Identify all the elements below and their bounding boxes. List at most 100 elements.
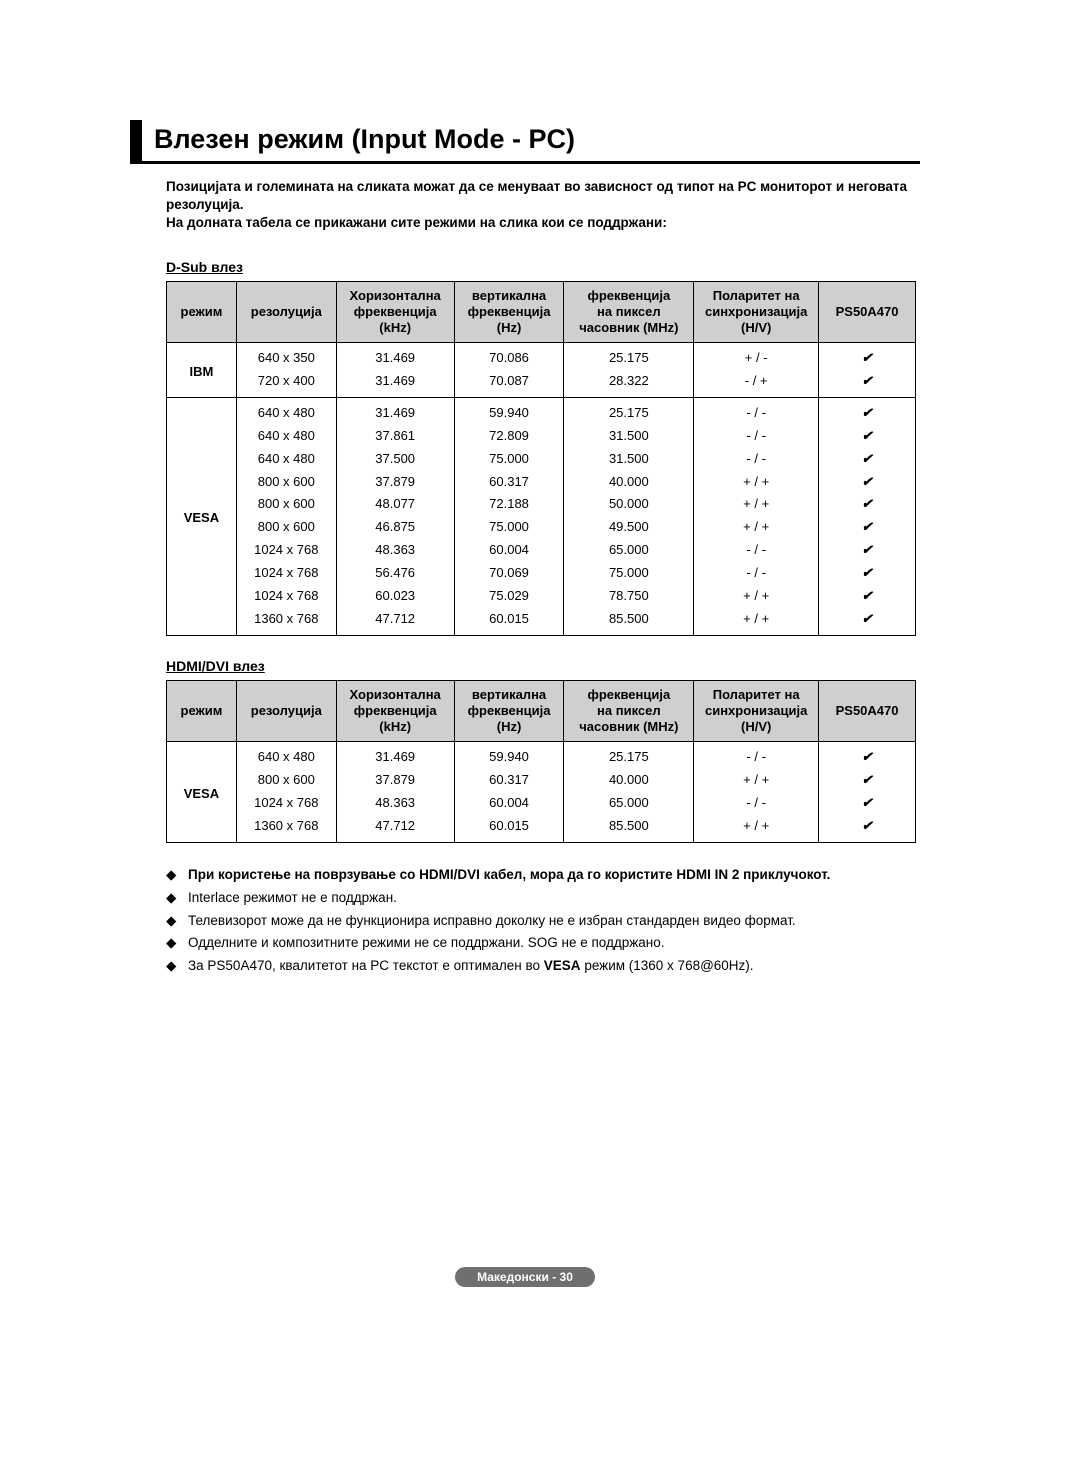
mode-cell: VESA bbox=[167, 742, 237, 842]
table-cell: 31.469 bbox=[336, 343, 454, 370]
table-header: резолуција bbox=[236, 281, 336, 343]
check-icon: ✔ bbox=[862, 519, 873, 534]
table-cell: + / + bbox=[694, 471, 819, 494]
dsub-table: режимрезолуцијаХоризонталнафреквенција(k… bbox=[166, 281, 916, 636]
table-cell: 37.879 bbox=[336, 769, 454, 792]
table-cell: 72.809 bbox=[454, 425, 564, 448]
table-cell: 60.004 bbox=[454, 792, 564, 815]
table-cell: 640 x 350 bbox=[236, 343, 336, 370]
table-cell: - / - bbox=[694, 562, 819, 585]
table-cell: 640 x 480 bbox=[236, 425, 336, 448]
table-cell: 800 x 600 bbox=[236, 471, 336, 494]
table-header: Поларитет насинхронизација(H/V) bbox=[694, 281, 819, 343]
table-cell: 56.476 bbox=[336, 562, 454, 585]
table-cell: 59.940 bbox=[454, 398, 564, 425]
check-icon: ✔ bbox=[862, 749, 873, 764]
table-cell: 48.363 bbox=[336, 539, 454, 562]
table-cell: 72.188 bbox=[454, 493, 564, 516]
table-cell: 25.175 bbox=[564, 742, 694, 769]
hdmi-table: режимрезолуцијаХоризонталнафреквенција(k… bbox=[166, 680, 916, 843]
table-cell: ✔ bbox=[819, 343, 916, 370]
table-cell: ✔ bbox=[819, 539, 916, 562]
table-cell: 48.363 bbox=[336, 792, 454, 815]
table-cell: 1360 x 768 bbox=[236, 608, 336, 635]
table-cell: ✔ bbox=[819, 370, 916, 397]
table-cell: ✔ bbox=[819, 471, 916, 494]
table-cell: 65.000 bbox=[564, 792, 694, 815]
table-cell: 50.000 bbox=[564, 493, 694, 516]
bullet-diamond-icon: ◆ bbox=[166, 865, 188, 886]
table-cell: 47.712 bbox=[336, 815, 454, 842]
table-cell: 40.000 bbox=[564, 471, 694, 494]
table-header: режим bbox=[167, 281, 237, 343]
table-cell: ✔ bbox=[819, 562, 916, 585]
note-text: За PS50A470, квалитетот на PC текстот е … bbox=[188, 956, 920, 977]
table-cell: 85.500 bbox=[564, 608, 694, 635]
bullet-diamond-icon: ◆ bbox=[166, 933, 188, 954]
table-cell: 70.087 bbox=[454, 370, 564, 397]
table-cell: 31.469 bbox=[336, 398, 454, 425]
table-cell: - / - bbox=[694, 448, 819, 471]
intro-line-2: На долната табела се прикажани сите режи… bbox=[166, 215, 667, 230]
check-icon: ✔ bbox=[862, 588, 873, 603]
intro-text: Позицијата и големината на сликата можат… bbox=[166, 178, 920, 233]
table-cell: ✔ bbox=[819, 742, 916, 769]
table-header: вертикалнафреквенција(Hz) bbox=[454, 281, 564, 343]
note-item: ◆За PS50A470, квалитетот на PC текстот е… bbox=[166, 956, 920, 977]
table-cell: 1360 x 768 bbox=[236, 815, 336, 842]
table-cell: ✔ bbox=[819, 448, 916, 471]
table-cell: 40.000 bbox=[564, 769, 694, 792]
table-cell: 800 x 600 bbox=[236, 493, 336, 516]
table-cell: 31.469 bbox=[336, 370, 454, 397]
hdmi-section-label: HDMI/DVI влез bbox=[166, 658, 920, 674]
table-cell: + / + bbox=[694, 608, 819, 635]
table-header: Поларитет насинхронизација(H/V) bbox=[694, 680, 819, 742]
table-cell: - / + bbox=[694, 370, 819, 397]
table-cell: 48.077 bbox=[336, 493, 454, 516]
table-cell: + / - bbox=[694, 343, 819, 370]
note-item: ◆Interlace режимот не е поддржан. bbox=[166, 888, 920, 909]
table-cell: + / + bbox=[694, 815, 819, 842]
table-cell: 60.015 bbox=[454, 815, 564, 842]
table-cell: 60.317 bbox=[454, 471, 564, 494]
table-cell: 75.029 bbox=[454, 585, 564, 608]
page-title: Влезен режим (Input Mode - PC) bbox=[154, 120, 575, 161]
table-cell: 78.750 bbox=[564, 585, 694, 608]
table-cell: 75.000 bbox=[564, 562, 694, 585]
table-cell: 1024 x 768 bbox=[236, 585, 336, 608]
table-cell: ✔ bbox=[819, 769, 916, 792]
table-cell: 1024 x 768 bbox=[236, 792, 336, 815]
title-bar: Влезен режим (Input Mode - PC) bbox=[130, 120, 920, 164]
check-icon: ✔ bbox=[862, 795, 873, 810]
dsub-section-label: D-Sub влез bbox=[166, 259, 920, 275]
table-cell: 49.500 bbox=[564, 516, 694, 539]
check-icon: ✔ bbox=[862, 542, 873, 557]
table-header: режим bbox=[167, 680, 237, 742]
table-cell: ✔ bbox=[819, 398, 916, 425]
table-cell: 85.500 bbox=[564, 815, 694, 842]
check-icon: ✔ bbox=[862, 611, 873, 626]
table-cell: ✔ bbox=[819, 608, 916, 635]
note-text: Одделните и композитните режими не се по… bbox=[188, 933, 920, 954]
note-text: При користење на поврзување со HDMI/DVI … bbox=[188, 865, 920, 886]
table-cell: - / - bbox=[694, 425, 819, 448]
notes-list: ◆При користење на поврзување со HDMI/DVI… bbox=[166, 865, 920, 978]
table-header: резолуција bbox=[236, 680, 336, 742]
table-cell: 25.175 bbox=[564, 343, 694, 370]
table-header: PS50A470 bbox=[819, 680, 916, 742]
document-page: Влезен режим (Input Mode - PC) Позицијат… bbox=[0, 0, 1080, 1347]
table-header: PS50A470 bbox=[819, 281, 916, 343]
check-icon: ✔ bbox=[862, 405, 873, 420]
table-cell: ✔ bbox=[819, 792, 916, 815]
table-cell: 28.322 bbox=[564, 370, 694, 397]
note-item: ◆Телевизорот може да не функционира испр… bbox=[166, 911, 920, 932]
bullet-diamond-icon: ◆ bbox=[166, 911, 188, 932]
table-cell: 25.175 bbox=[564, 398, 694, 425]
table-cell: - / - bbox=[694, 792, 819, 815]
check-icon: ✔ bbox=[862, 772, 873, 787]
table-cell: 47.712 bbox=[336, 608, 454, 635]
check-icon: ✔ bbox=[862, 451, 873, 466]
check-icon: ✔ bbox=[862, 428, 873, 443]
table-cell: 1024 x 768 bbox=[236, 539, 336, 562]
table-cell: 31.500 bbox=[564, 448, 694, 471]
